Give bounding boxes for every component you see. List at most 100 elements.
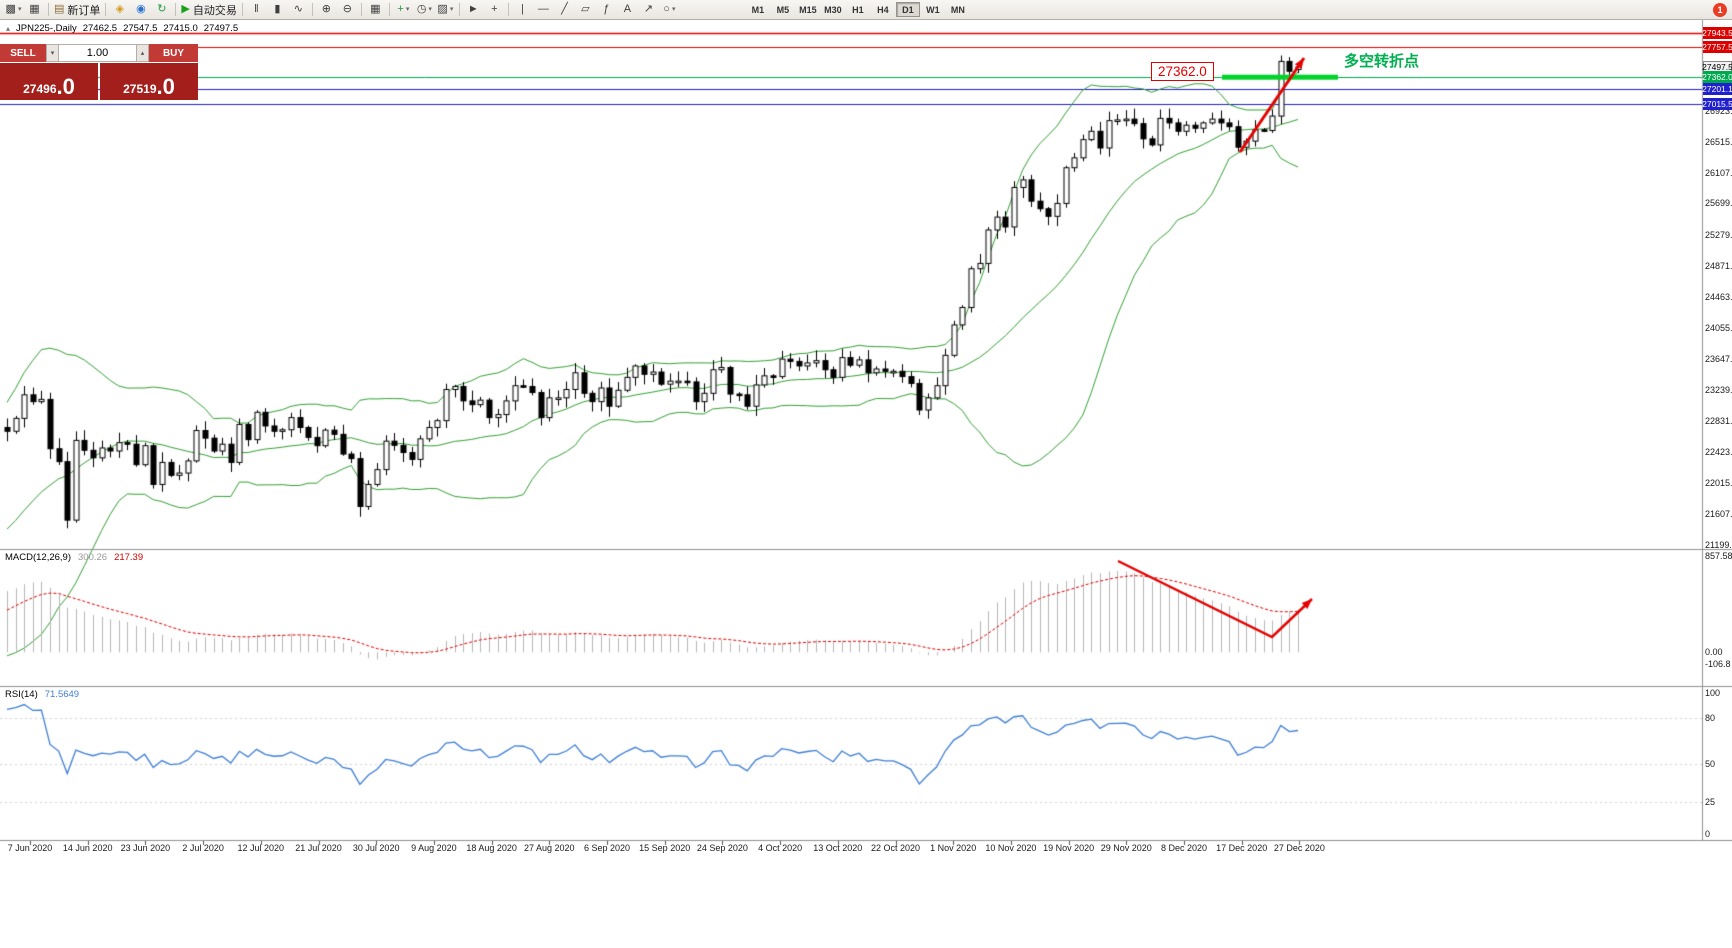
auto-trading-button[interactable]: ▶ 自动交易	[179, 2, 238, 18]
bar-chart-button[interactable]: ‖	[246, 2, 267, 18]
candlestick-chart-button[interactable]: ▮	[267, 2, 288, 18]
vertical-line-button[interactable]: |	[512, 2, 533, 18]
cursor-button[interactable]: ►	[463, 2, 484, 18]
trendline-icon: ╱	[561, 3, 568, 15]
vertical-line-icon: |	[520, 3, 524, 15]
crosshair-button[interactable]: +	[484, 2, 505, 18]
sell-button[interactable]: SELL	[0, 44, 46, 62]
tf-m30-button[interactable]: M30	[824, 4, 842, 15]
trade-controls-row: SELL ▾ ▴ BUY	[0, 44, 198, 62]
indicators-button[interactable]: ◈	[109, 2, 130, 18]
indicator-add-icon: +	[397, 3, 404, 15]
horizontal-line-button[interactable]: —	[533, 2, 554, 18]
sell-price-main: 27496	[23, 82, 57, 96]
arrows-tool-icon: ↗	[643, 3, 653, 15]
new-chart-icon: ▩	[5, 3, 16, 15]
text-tool-button[interactable]: A	[617, 2, 638, 18]
buy-button[interactable]: BUY	[149, 44, 198, 62]
toolbar-separator	[105, 3, 107, 16]
close-value: 27497.5	[203, 23, 239, 34]
rsi-value: 71.5649	[44, 689, 80, 700]
symbol-label: JPN225-,Daily	[16, 23, 77, 34]
toolbar-separator	[360, 3, 362, 16]
rsi-title: RSI(14)	[5, 689, 38, 700]
auto-trading-label: 自动交易	[192, 4, 237, 17]
toolbar-separator	[48, 3, 49, 16]
tf-m1-button[interactable]: M1	[751, 4, 765, 15]
timeframe-group: M1 M5 M15 M30 H1 H4 D1 W1 MN	[746, 2, 970, 17]
channel-button[interactable]: ▱	[575, 2, 596, 18]
shapes-icon: ○	[663, 3, 670, 15]
zoom-out-icon: ⊖	[342, 3, 352, 15]
tile-windows-button[interactable]: ▦	[365, 2, 386, 18]
period-icon: ◷	[416, 3, 427, 15]
auto-trading-icon: ▶	[181, 3, 190, 15]
chevron-down-icon: ▾	[449, 6, 454, 13]
toolbar-separator	[388, 3, 390, 16]
volume-input[interactable]	[59, 44, 136, 62]
macd-signal-value: 217.39	[114, 552, 144, 563]
chart-ohlc-header: ▴ JPN225-,Daily 27462.5 27547.5 27415.0 …	[6, 23, 238, 34]
chevron-down-icon: ▾	[671, 6, 676, 13]
toolbar-separator	[241, 3, 243, 16]
market-watch-icon: ◉	[136, 3, 146, 15]
candlestick-chart-icon: ▮	[274, 3, 281, 15]
new-order-button[interactable]: ▤ 新订单	[52, 2, 102, 18]
profiles-button[interactable]: ▦	[24, 2, 45, 18]
zoom-in-icon: ⊕	[321, 3, 331, 15]
zoom-in-button[interactable]: ⊕	[316, 2, 337, 18]
high-value: 27547.5	[123, 23, 158, 34]
line-chart-button[interactable]: ∿	[288, 2, 309, 18]
notification-badge[interactable]: 1	[1713, 3, 1727, 17]
sell-price-pips: .0	[56, 74, 75, 99]
buy-price-button[interactable]: 27519.0	[100, 63, 198, 100]
templates-button[interactable]: ▨ ▾	[435, 2, 456, 18]
tf-w1-button[interactable]: W1	[926, 4, 940, 15]
indicator-add-button[interactable]: + ▾	[393, 2, 414, 18]
tile-windows-icon: ▦	[370, 3, 381, 15]
text-icon: A	[623, 3, 632, 15]
templates-icon: ▨	[437, 3, 448, 15]
volume-decrease-button[interactable]: ▾	[46, 44, 59, 62]
buy-price-main: 27519	[123, 82, 157, 96]
tf-h4-button[interactable]: H4	[877, 4, 889, 15]
price-level-annotation[interactable]: 27362.0	[1151, 62, 1214, 81]
volume-increase-button[interactable]: ▴	[136, 44, 149, 62]
tf-m5-button[interactable]: M5	[776, 4, 790, 15]
toolbar-separator	[458, 3, 460, 16]
turning-point-annotation[interactable]: 多空转折点	[1344, 53, 1420, 70]
bar-chart-icon: ‖	[254, 3, 259, 15]
horizontal-line-icon: —	[537, 3, 549, 15]
toolbar-separator	[507, 3, 509, 16]
refresh-icon: ↻	[157, 3, 167, 15]
low-value: 27415.0	[163, 23, 198, 34]
tf-mn-button[interactable]: MN	[950, 4, 965, 15]
fibonacci-button[interactable]: ƒ	[596, 2, 617, 18]
refresh-button[interactable]: ↻	[151, 2, 172, 18]
arrows-tool-button[interactable]: ↗	[638, 2, 659, 18]
new-order-label: 新订单	[67, 4, 101, 17]
market-watch-button[interactable]: ◉	[130, 2, 151, 18]
macd-main-value: 300.26	[78, 552, 108, 563]
shapes-button[interactable]: ○ ▾	[659, 2, 680, 18]
macd-title: MACD(12,26,9)	[5, 552, 71, 563]
macd-header: MACD(12,26,9) 300.26 217.39	[5, 552, 143, 563]
toolbar-separator	[311, 3, 313, 16]
period-button[interactable]: ◷ ▾	[414, 2, 435, 18]
symbol-icon: ▴	[6, 24, 11, 33]
tf-h1-button[interactable]: H1	[852, 4, 864, 15]
crosshair-icon: +	[491, 3, 498, 15]
tf-d1-button[interactable]: D1	[895, 2, 920, 17]
toolbar: ▩ ▾ ▦ ▤ 新订单 ◈ ◉ ↻ ▶ 自动交易 ‖ ▮ ∿ ⊕ ⊖ ▦ + ▾ ◷ ▾ …	[0, 0, 1732, 20]
sell-price-button[interactable]: 27496.0	[0, 63, 98, 100]
toolbar-separator	[175, 3, 177, 16]
tf-m15-button[interactable]: M15	[799, 4, 817, 15]
indicators-icon: ◈	[115, 3, 125, 15]
trendline-button[interactable]: ╱	[554, 2, 575, 18]
channel-icon: ▱	[581, 3, 590, 15]
new-chart-button[interactable]: ▩ ▾	[3, 2, 24, 18]
zoom-out-button[interactable]: ⊖	[337, 2, 358, 18]
one-click-trading-panel: SELL ▾ ▴ BUY 27496.0 27519.0	[0, 44, 198, 100]
